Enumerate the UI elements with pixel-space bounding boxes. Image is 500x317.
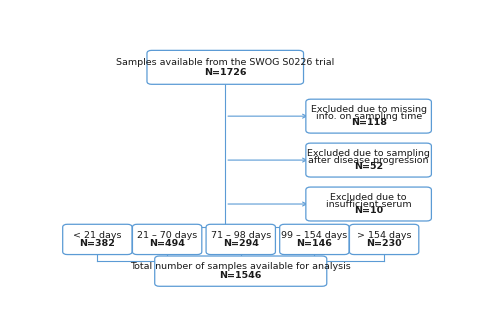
Text: Excluded due to missing: Excluded due to missing — [310, 105, 426, 114]
Text: 21 – 70 days: 21 – 70 days — [137, 231, 197, 240]
Text: after disease progression: after disease progression — [308, 156, 429, 165]
Text: 99 – 154 days: 99 – 154 days — [281, 231, 347, 240]
Text: N=494: N=494 — [149, 239, 185, 248]
Text: N=118: N=118 — [350, 119, 386, 127]
Text: N=1726: N=1726 — [204, 68, 246, 77]
Text: N=1546: N=1546 — [220, 271, 262, 280]
FancyBboxPatch shape — [280, 224, 349, 255]
Text: insufficient serum: insufficient serum — [326, 199, 412, 209]
FancyBboxPatch shape — [206, 224, 276, 255]
FancyBboxPatch shape — [306, 99, 432, 133]
FancyBboxPatch shape — [306, 187, 432, 221]
Text: > 154 days: > 154 days — [357, 231, 412, 240]
Text: N=294: N=294 — [223, 239, 258, 248]
FancyBboxPatch shape — [306, 143, 432, 177]
FancyBboxPatch shape — [132, 224, 202, 255]
Text: 71 – 98 days: 71 – 98 days — [210, 231, 271, 240]
Text: N=52: N=52 — [354, 162, 383, 171]
Text: N=146: N=146 — [296, 239, 332, 248]
FancyBboxPatch shape — [62, 224, 132, 255]
FancyBboxPatch shape — [350, 224, 419, 255]
Text: Excluded due to: Excluded due to — [330, 193, 407, 202]
Text: Excluded due to sampling: Excluded due to sampling — [307, 149, 430, 158]
Text: < 21 days: < 21 days — [73, 231, 122, 240]
Text: N=10: N=10 — [354, 206, 383, 215]
Text: info. on sampling time: info. on sampling time — [316, 112, 422, 121]
Text: Total number of samples available for analysis: Total number of samples available for an… — [130, 262, 351, 271]
Text: N=382: N=382 — [80, 239, 116, 248]
FancyBboxPatch shape — [154, 256, 327, 286]
Text: Samples available from the SWOG S0226 trial: Samples available from the SWOG S0226 tr… — [116, 58, 334, 67]
Text: N=230: N=230 — [366, 239, 402, 248]
FancyBboxPatch shape — [147, 50, 304, 84]
